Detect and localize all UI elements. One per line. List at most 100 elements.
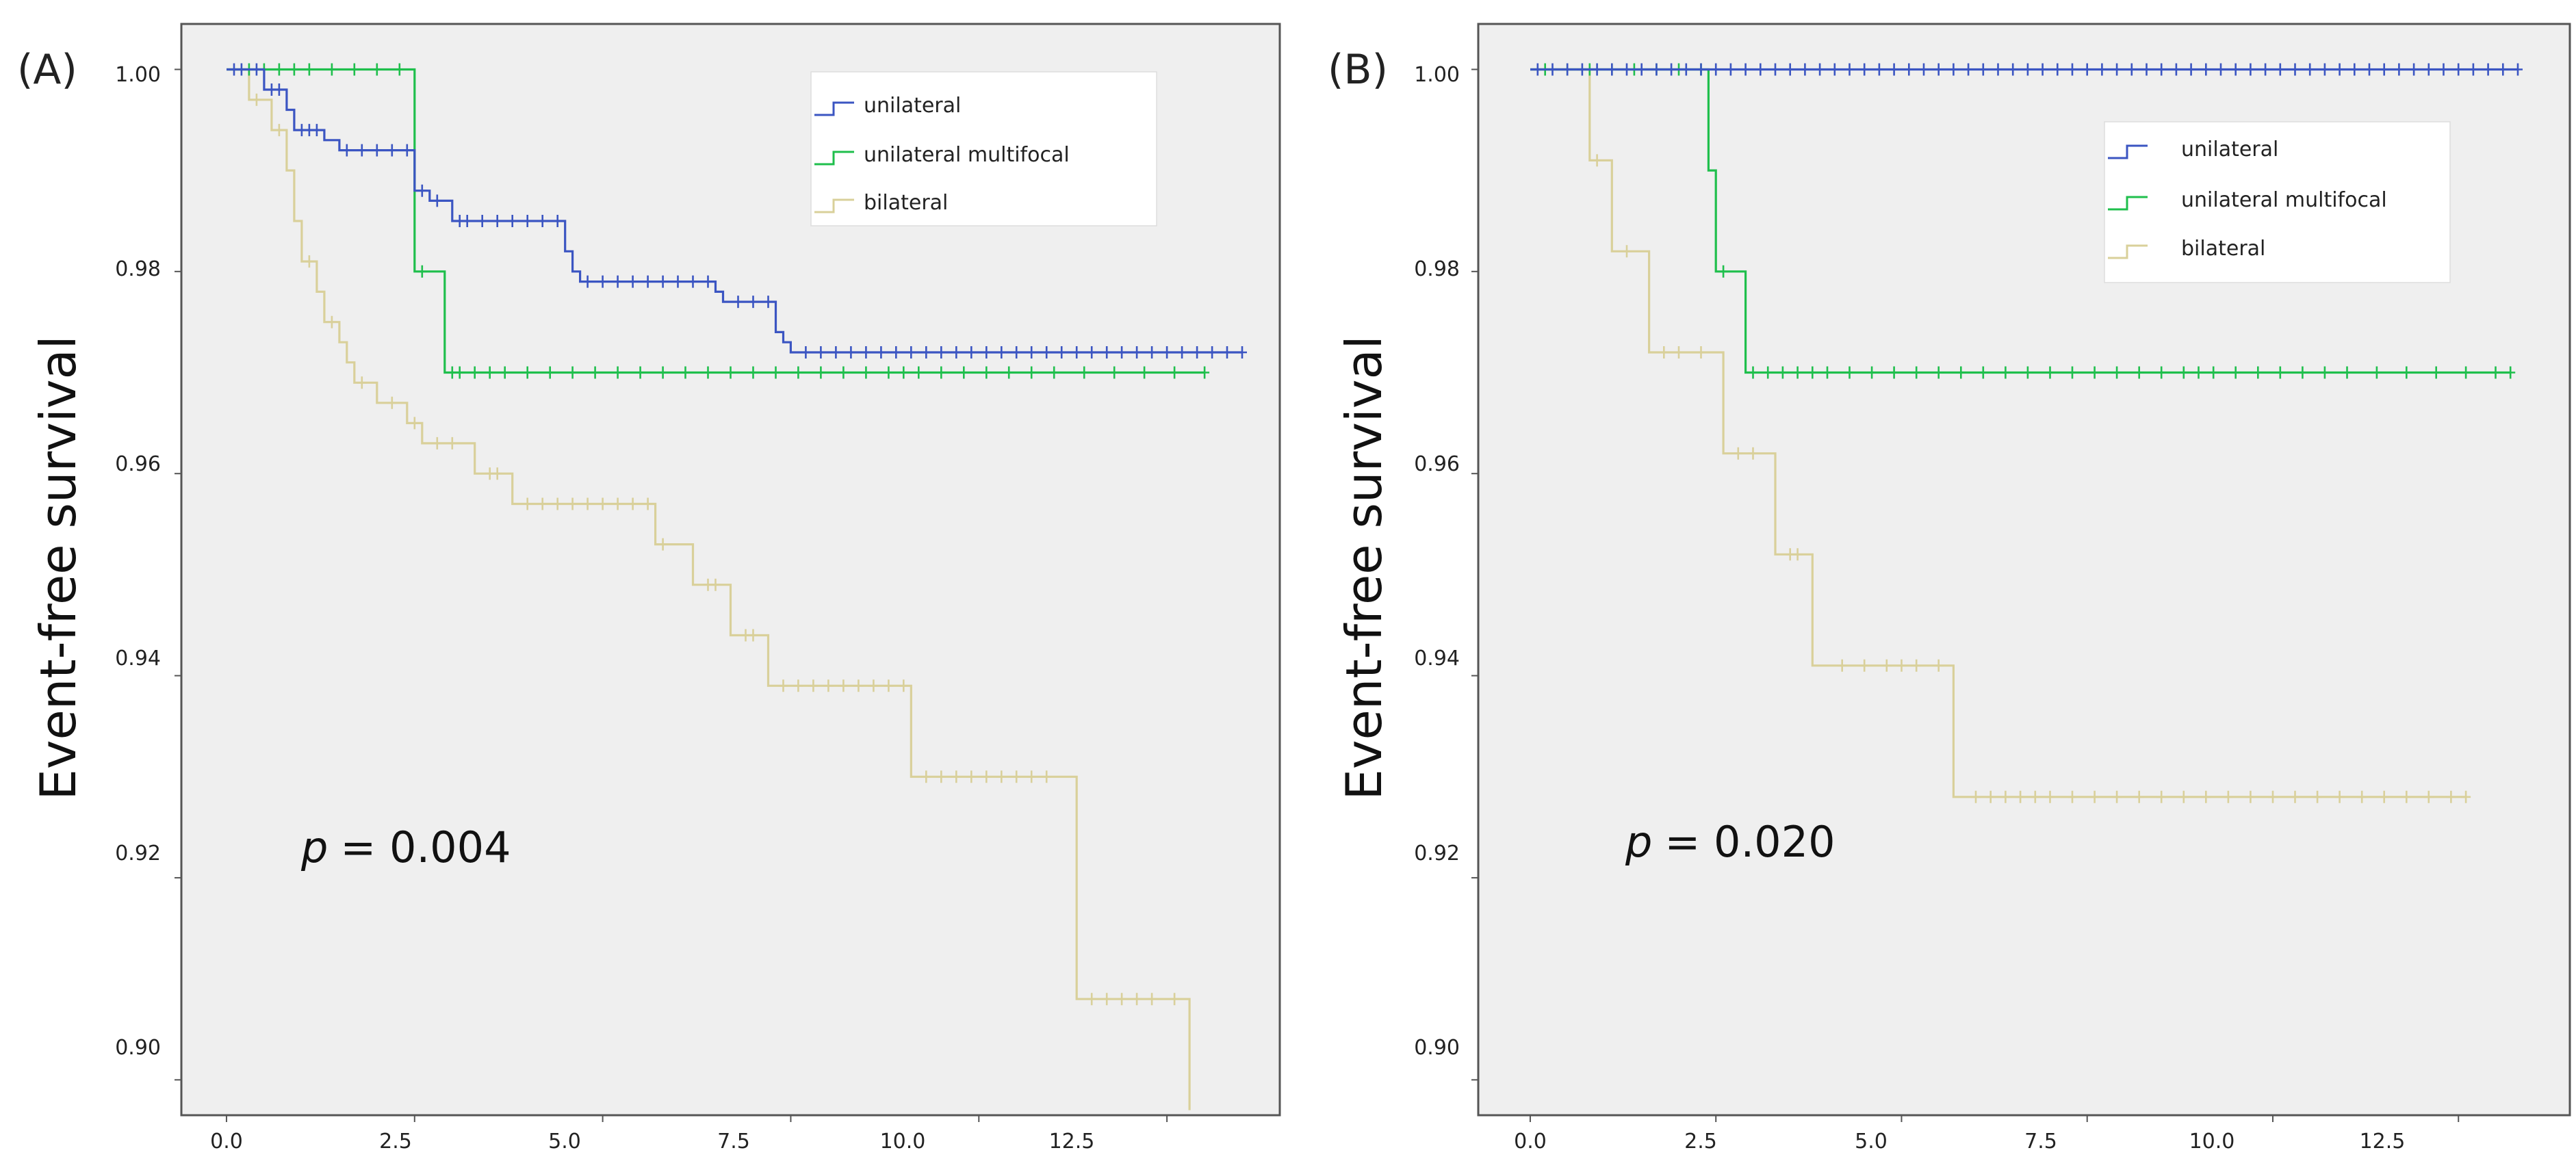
censor-mark <box>1919 63 1929 76</box>
censor-mark <box>2186 63 2196 76</box>
censor-mark <box>274 63 284 76</box>
censor-mark <box>2290 63 2300 76</box>
x-tick-label: 2.5 <box>379 1130 412 1154</box>
censor-mark <box>816 346 826 359</box>
p-value: = 0.004 <box>340 822 511 872</box>
censor-mark <box>748 629 758 642</box>
censor-mark <box>1948 63 1959 76</box>
legend-swatch-unilateral <box>814 101 854 116</box>
censor-mark <box>2201 63 2211 76</box>
censor-mark <box>876 346 886 359</box>
censor-mark <box>304 255 314 268</box>
censor-mark <box>793 366 803 379</box>
censor-mark <box>2223 790 2233 803</box>
censor-mark <box>1170 993 1180 1006</box>
censor-mark <box>2008 63 2018 76</box>
legend-label-unilateral: unilateral <box>864 94 961 118</box>
legend: unilateral unilateral multifocal bilater… <box>2104 121 2451 283</box>
censor-mark <box>1807 366 1818 379</box>
series-unilateral <box>227 63 1247 359</box>
censor-mark <box>725 366 736 379</box>
censor-mark <box>2193 366 2204 379</box>
censor-mark <box>936 366 946 379</box>
x-tick-label: 7.5 <box>717 1130 750 1154</box>
legend-label-unilateral: unilateral <box>2181 138 2278 161</box>
censor-mark <box>2171 63 2181 76</box>
censor-mark <box>658 538 668 551</box>
censor-mark <box>2349 63 2360 76</box>
censor-mark <box>1763 366 1773 379</box>
censor-mark <box>1904 63 1914 76</box>
censor-mark <box>1577 63 1587 76</box>
censor-mark <box>1867 366 1877 379</box>
censor-mark <box>1102 346 1112 359</box>
censor-mark <box>1978 366 1988 379</box>
censor-mark <box>1859 63 1870 76</box>
censor-mark <box>1933 659 1944 672</box>
censor-mark <box>2431 366 2441 379</box>
y-tick-label: 0.94 <box>115 647 161 670</box>
censor-mark <box>1027 346 1037 359</box>
legend: unilateral unilateral multifocal bilater… <box>810 71 1157 226</box>
censor-mark <box>1139 366 1150 379</box>
censor-mark <box>966 346 977 359</box>
censor-mark <box>357 144 367 157</box>
censor-mark <box>1079 366 1090 379</box>
censor-mark <box>643 497 653 510</box>
censor-mark <box>643 275 653 288</box>
censor-mark <box>2022 63 2033 76</box>
censor-mark <box>628 497 638 510</box>
censor-mark <box>522 366 532 379</box>
censor-mark <box>2275 63 2285 76</box>
censor-mark <box>372 144 382 157</box>
censor-mark <box>1896 659 1907 672</box>
censor-mark <box>2156 63 2167 76</box>
censor-mark <box>2305 63 2315 76</box>
censor-mark <box>274 83 284 96</box>
censor-mark <box>914 366 924 379</box>
censor-mark <box>823 679 834 692</box>
censor-mark <box>2423 790 2434 803</box>
y-tick-label: 0.96 <box>1414 452 1460 476</box>
censor-mark <box>326 63 337 76</box>
censor-mark <box>1815 63 1825 76</box>
censor-mark <box>703 275 713 288</box>
censor-mark <box>2334 63 2345 76</box>
censor-mark <box>2068 790 2077 803</box>
censor-mark <box>417 265 427 278</box>
censor-mark <box>1911 366 1922 379</box>
censor-mark <box>2468 63 2478 76</box>
censor-mark <box>2453 63 2464 76</box>
censor-mark <box>2089 790 2100 803</box>
y-tick-label: 0.96 <box>115 452 161 476</box>
censor-mark <box>2178 366 2189 379</box>
censor-mark <box>387 396 397 409</box>
legend-swatch-bilateral <box>814 198 854 213</box>
panel-label: (A) <box>17 46 77 94</box>
censor-mark <box>1042 770 1052 783</box>
censor-mark <box>1666 63 1677 76</box>
censor-mark <box>1622 63 1632 76</box>
censor-mark <box>838 679 849 692</box>
censor-mark <box>680 366 691 379</box>
censor-mark <box>1755 63 1766 76</box>
censor-mark <box>831 346 841 359</box>
censor-mark <box>1674 346 1684 359</box>
x-tick-label: 10.0 <box>880 1130 926 1154</box>
censor-mark <box>1881 659 1892 672</box>
censor-mark <box>372 63 382 76</box>
censor-mark <box>936 770 946 783</box>
censor-mark <box>432 194 442 207</box>
censor-mark <box>613 275 623 288</box>
censor-mark <box>2045 790 2055 803</box>
censor-mark <box>2037 63 2048 76</box>
censor-mark <box>2230 63 2241 76</box>
panel-a: (A) Event-free survival 0.90 0.92 0.94 0… <box>17 23 1281 1154</box>
censor-mark <box>342 144 352 157</box>
legend-swatch-multifocal <box>814 151 854 166</box>
censor-mark <box>1829 63 1840 76</box>
censor-mark <box>861 366 871 379</box>
censor-mark <box>2379 63 2389 76</box>
y-tick-label: 0.98 <box>115 257 161 281</box>
censor-mark <box>2401 790 2412 803</box>
